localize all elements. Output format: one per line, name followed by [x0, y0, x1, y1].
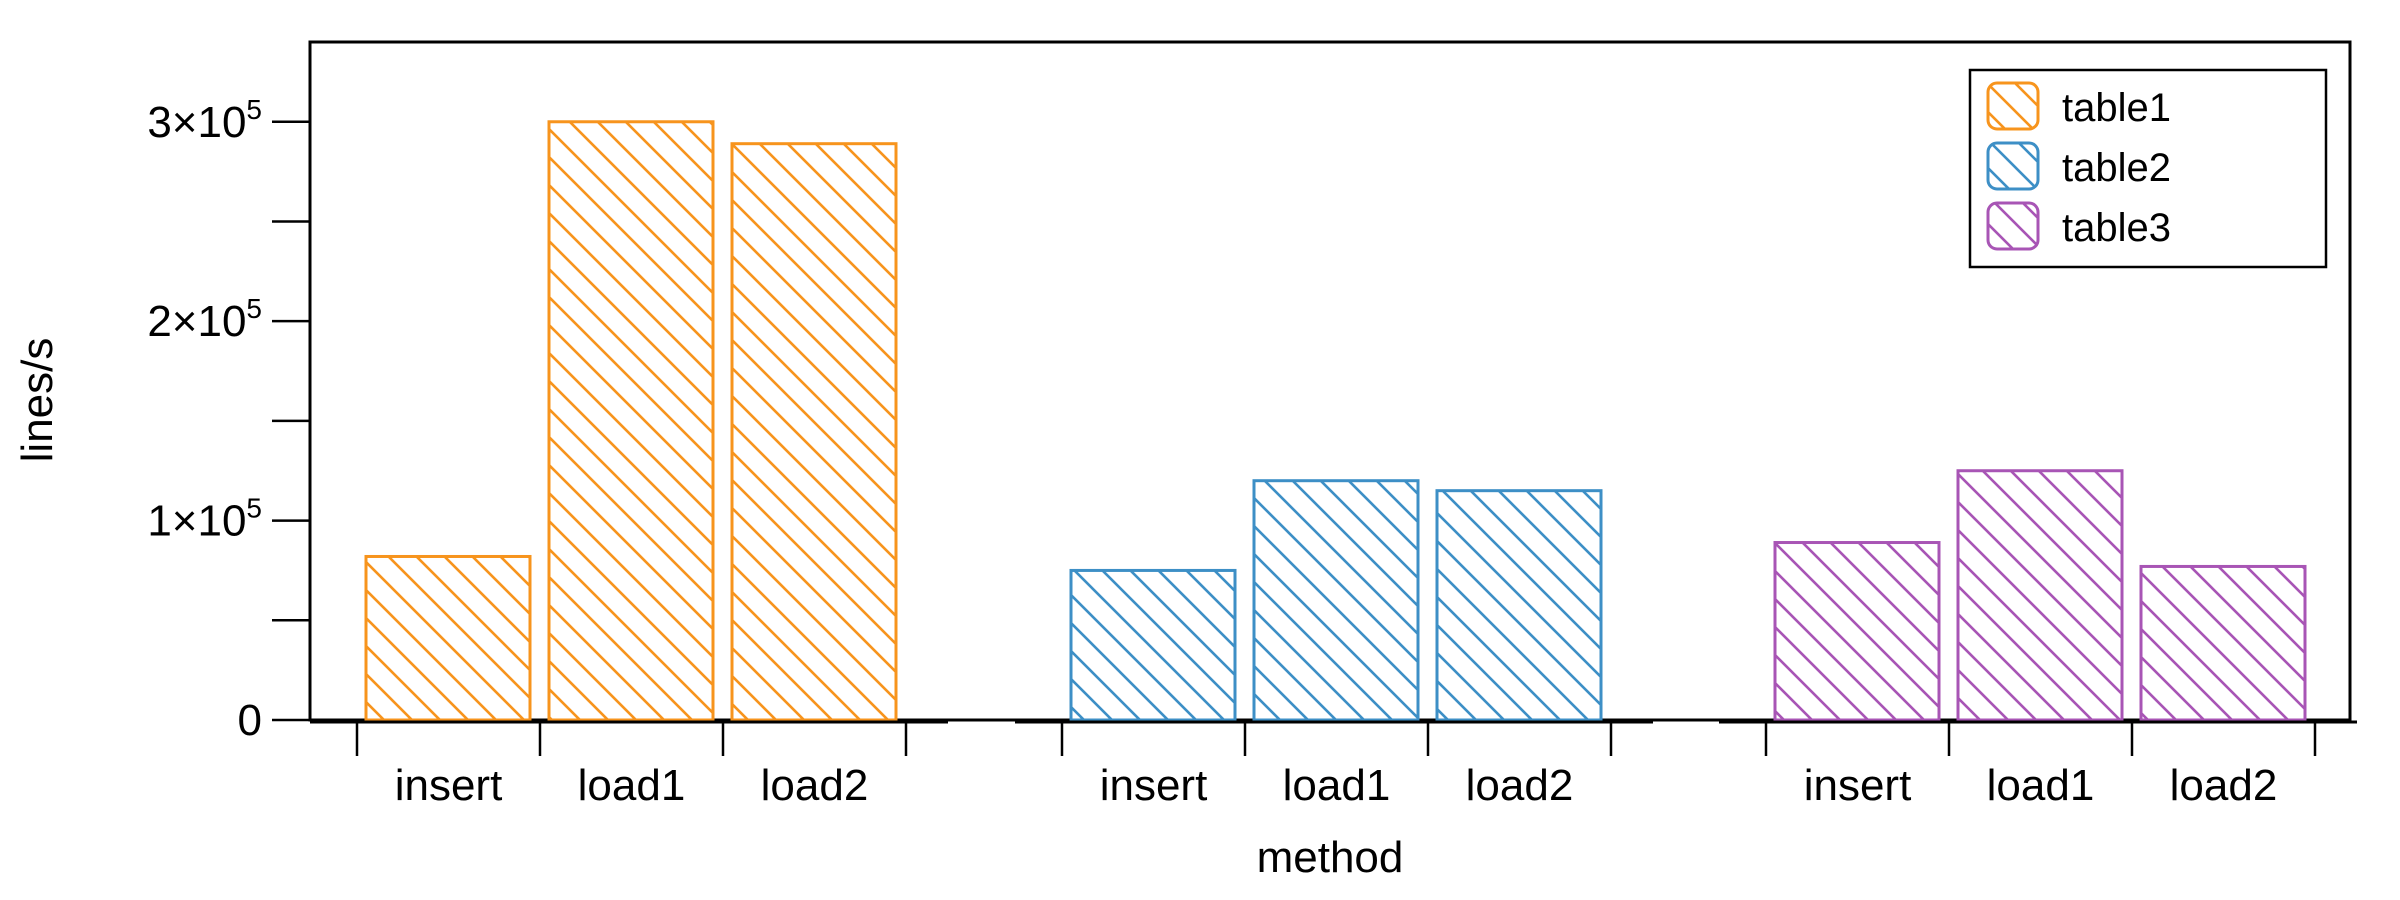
- bar-table2-load2: [1435, 489, 1603, 722]
- legend-label-table2: table2: [2062, 146, 2171, 190]
- y-tick-label: 2×105: [147, 293, 262, 346]
- x-tick-label: load1: [1987, 761, 2095, 810]
- bar-table1-load1: [547, 120, 715, 722]
- y-axis-title: lines/s: [13, 338, 62, 463]
- bar-table3-insert: [1773, 541, 1941, 722]
- y-axis: 0 1×105 2×105 3×105: [147, 94, 310, 745]
- bar-table1-insert: [364, 554, 532, 722]
- bar-table2-load1: [1252, 479, 1420, 722]
- legend-label-table1: table1: [2062, 86, 2171, 130]
- bars: [364, 120, 2307, 722]
- x-tick-label: load2: [2170, 761, 2278, 810]
- x-axis: insert load1 load2 insert load1 load2 insert lo…: [310, 720, 2357, 810]
- x-tick-label: load1: [1283, 761, 1391, 810]
- bar-table3-load1: [1956, 469, 2124, 722]
- x-tick-label: load2: [1466, 761, 1574, 810]
- x-tick-label: insert: [395, 761, 503, 810]
- legend: table1 table2 table3: [1968, 68, 2328, 269]
- x-tick-label: insert: [1804, 761, 1912, 810]
- y-tick-label: 1×105: [147, 493, 262, 546]
- bar-table3-load2: [2139, 564, 2307, 722]
- legend-label-table3: table3: [2062, 206, 2171, 250]
- y-tick-label: 0: [238, 696, 262, 745]
- y-tick-label: 3×105: [147, 94, 262, 147]
- legend-swatch-table2: [1986, 141, 2040, 191]
- bar-table2-insert: [1069, 568, 1237, 722]
- x-tick-label: load1: [578, 761, 686, 810]
- legend-swatch-table1: [1986, 81, 2040, 131]
- x-tick-label: load2: [761, 761, 869, 810]
- bar-table1-load2: [730, 142, 898, 722]
- x-axis-title: method: [1257, 833, 1404, 882]
- legend-swatch-table3: [1986, 201, 2040, 251]
- x-tick-label: insert: [1100, 761, 1208, 810]
